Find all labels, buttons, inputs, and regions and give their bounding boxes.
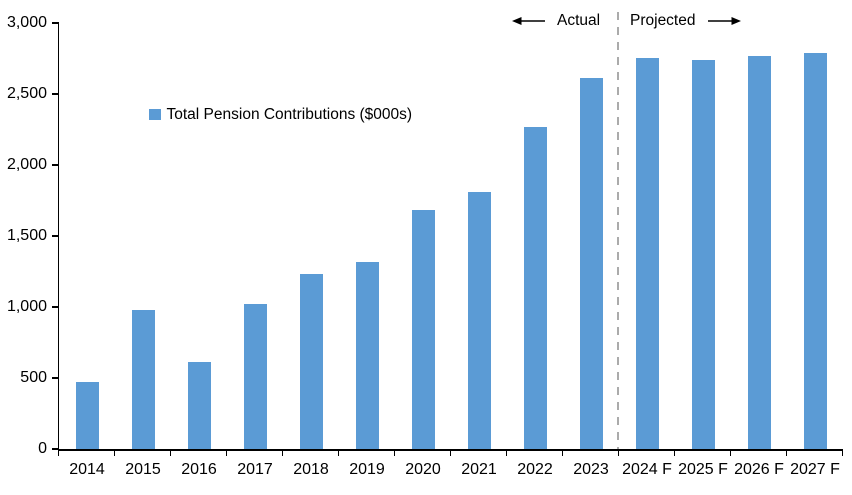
x-tick: [785, 449, 788, 456]
x-axis-tick-label: 2022: [517, 461, 553, 478]
x-tick: [281, 449, 284, 456]
bar-2027 F: [803, 52, 827, 450]
x-tick: [113, 449, 116, 456]
x-tick: [225, 449, 228, 456]
x-axis-tick-label: 2019: [349, 461, 385, 478]
projected-annotation: Projected: [630, 12, 742, 30]
x-tick: [673, 449, 676, 456]
x-axis-line: [57, 448, 844, 451]
x-axis-tick-label: 2015: [125, 461, 161, 478]
x-axis-tick-label: 2017: [237, 461, 273, 478]
y-tick: [51, 22, 59, 24]
x-tick: [561, 449, 564, 456]
bar-2016: [187, 362, 211, 450]
bar-2015: [131, 309, 155, 450]
left-arrow-icon: [512, 17, 545, 25]
bar-2014: [75, 382, 99, 450]
y-tick: [51, 448, 59, 450]
y-tick: [51, 164, 59, 166]
y-tick: [51, 306, 59, 308]
projected-label: Projected: [630, 12, 696, 29]
bar-2024 F: [635, 58, 659, 450]
bar-2020: [411, 210, 435, 450]
x-tick: [505, 449, 508, 456]
y-tick: [51, 93, 59, 95]
x-tick: [729, 449, 732, 456]
actual-projected-divider: [616, 12, 619, 449]
legend-label: Total Pension Contributions ($000s): [166, 106, 413, 123]
y-axis-tick-label: 3,000: [6, 13, 47, 31]
x-tick: [449, 449, 452, 456]
bar-2025 F: [691, 59, 715, 450]
bar-2022: [523, 126, 547, 450]
y-axis-tick-label: 2,000: [6, 155, 47, 173]
y-tick: [51, 377, 59, 379]
y-axis-tick-label: 1,000: [6, 298, 47, 316]
x-tick: [169, 449, 172, 456]
x-axis-tick-label: 2026 F: [734, 461, 784, 478]
y-axis-tick-label: 2,500: [6, 84, 47, 102]
bar-2021: [467, 191, 491, 450]
bar-2017: [243, 304, 267, 450]
y-axis-tick-label: 500: [20, 369, 47, 387]
bar-2026 F: [747, 56, 771, 450]
x-tick: [841, 449, 844, 456]
bar-2019: [355, 261, 379, 450]
bar-2018: [299, 274, 323, 450]
x-axis-tick-label: 2020: [405, 461, 441, 478]
x-tick: [337, 449, 340, 456]
y-tick: [51, 235, 59, 237]
actual-annotation: Actual: [512, 12, 600, 30]
x-tick: [617, 449, 620, 456]
x-axis-tick-label: 2016: [181, 461, 217, 478]
x-axis-tick-label: 2023: [573, 461, 609, 478]
x-axis-tick-label: 2014: [69, 461, 105, 478]
y-axis-tick-label: 1,500: [6, 227, 47, 244]
actual-label: Actual: [557, 12, 601, 29]
y-axis-tick-label: 0: [38, 440, 47, 458]
bar-2023: [579, 78, 603, 450]
x-tick: [57, 449, 60, 456]
x-axis-tick-label: 2021: [461, 461, 497, 478]
y-axis-line: [57, 22, 60, 450]
x-axis-tick-label: 2027 F: [790, 461, 840, 478]
x-axis-tick-label: 2018: [293, 461, 329, 478]
x-axis-tick-label: 2025 F: [678, 461, 728, 478]
x-tick: [393, 449, 396, 456]
legend: Total Pension Contributions ($000s): [149, 106, 412, 123]
x-axis-tick-label: 2024 F: [622, 461, 672, 478]
right-arrow-icon: [708, 17, 742, 25]
legend-swatch-icon: [149, 108, 161, 121]
